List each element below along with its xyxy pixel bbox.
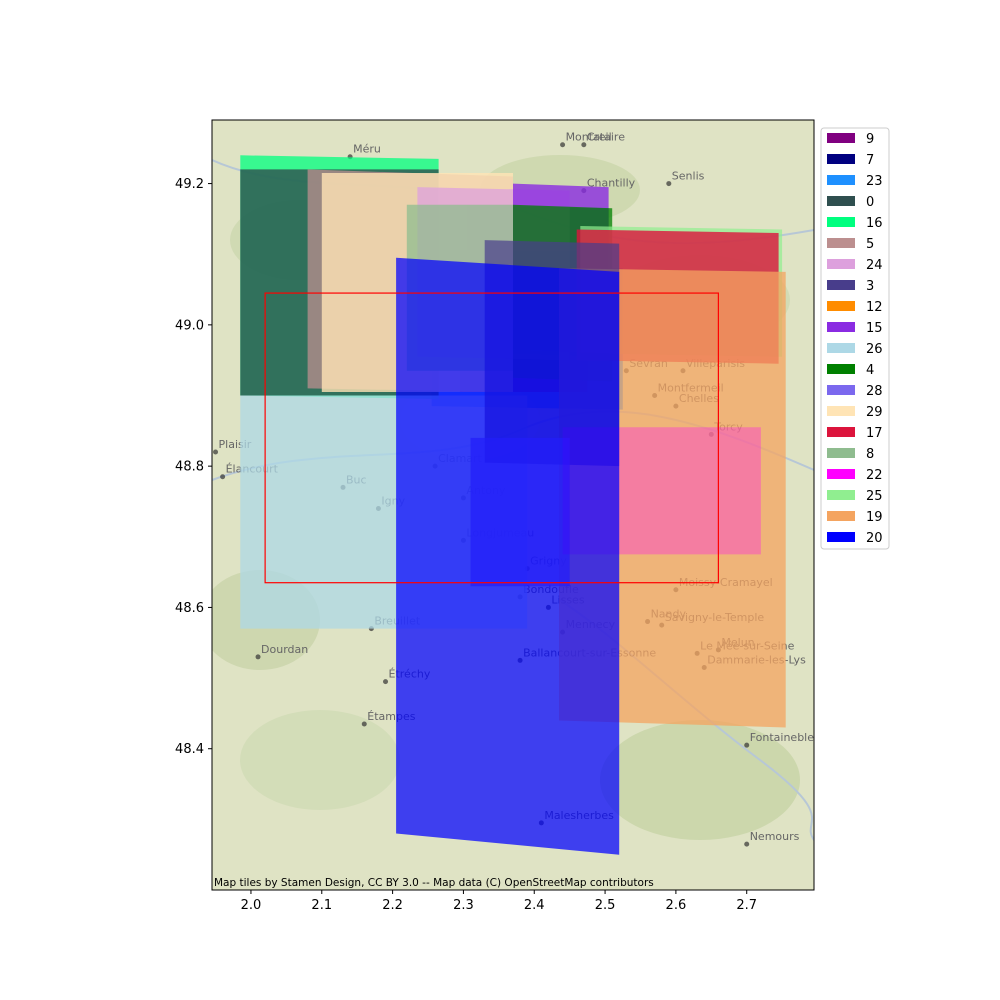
- bbox-outline: [264, 292, 719, 584]
- x-tick-label-2-6: 2.6: [666, 898, 687, 913]
- legend-label-3: 3: [866, 279, 874, 294]
- place-dot-tr-chy: [383, 679, 389, 685]
- place-label-senlis: Senlis: [672, 170, 705, 183]
- place-dot-creil: [581, 142, 587, 148]
- place-label-montataire: Montataire: [566, 131, 626, 144]
- plot-frame: [211, 119, 815, 891]
- legend-swatch-22: [827, 469, 855, 479]
- x-tick-label-2-2: 2.2: [382, 898, 403, 913]
- legend-swatch-4: [827, 364, 855, 374]
- legend-swatch-23: [827, 175, 855, 185]
- legend-swatch-0: [827, 196, 855, 206]
- legend-swatch-3: [827, 280, 855, 290]
- legend-swatch-28: [827, 385, 855, 395]
- legend-label-26: 26: [866, 342, 883, 357]
- place-dot-veneux-les-sablons: [815, 760, 820, 765]
- place-label-dourdan: Dourdan: [261, 643, 308, 656]
- legend-swatch-25: [827, 490, 855, 500]
- legend-label-19: 19: [866, 510, 883, 525]
- x-tick-label-2-5: 2.5: [595, 898, 616, 913]
- legend-swatch-17: [827, 427, 855, 437]
- place-dot-senlis: [666, 181, 672, 187]
- legend-swatch-5: [827, 238, 855, 248]
- y-tick-label-49-2: 49.2: [175, 177, 204, 192]
- legend-label-7: 7: [866, 153, 874, 168]
- legend-swatch-19: [827, 511, 855, 521]
- legend-label-12: 12: [866, 300, 883, 315]
- legend-label-24: 24: [866, 258, 883, 273]
- legend-swatch-9: [827, 133, 855, 143]
- legend-swatch-12: [827, 301, 855, 311]
- footprint-layer: [240, 155, 786, 855]
- legend-label-15: 15: [866, 321, 883, 336]
- legend-swatch-7: [827, 154, 855, 164]
- y-tick-label-48-8: 48.8: [175, 460, 204, 475]
- y-tick-label-48-6: 48.6: [175, 601, 204, 616]
- legend-label-9: 9: [866, 132, 874, 147]
- legend-swatch-16: [827, 217, 855, 227]
- legend-label-4: 4: [866, 363, 874, 378]
- place-dot-lancourt: [220, 474, 226, 480]
- legend-swatch-8: [827, 448, 855, 458]
- place-dot-dourdan: [255, 654, 261, 660]
- legend-swatch-29: [827, 406, 855, 416]
- place-dot-tampes: [361, 721, 367, 727]
- legend-swatch-15: [827, 322, 855, 332]
- place-label-fontainebleau: Fontainebleau: [750, 731, 828, 744]
- x-tick-label-2-1: 2.1: [311, 898, 332, 913]
- x-tick-label-2-4: 2.4: [524, 898, 545, 913]
- place-label-creil: Creil: [587, 131, 612, 144]
- place-label-m-ru: Méru: [353, 143, 381, 156]
- y-tick-label-49-0: 49.0: [175, 318, 204, 333]
- place-dot-montataire: [560, 142, 566, 148]
- legend-label-5: 5: [866, 237, 874, 252]
- legend-swatch-26: [827, 343, 855, 353]
- place-label-nemours: Nemours: [750, 830, 800, 843]
- legend-label-22: 22: [866, 468, 883, 483]
- footprint-20: [396, 257, 620, 855]
- legend-label-0: 0: [866, 195, 874, 210]
- legend-label-17: 17: [866, 426, 883, 441]
- legend-label-25: 25: [866, 489, 883, 504]
- y-tick-label-48-4: 48.4: [175, 742, 204, 757]
- place-dot-fontainebleau: [744, 742, 750, 748]
- x-tick-label-2-3: 2.3: [453, 898, 474, 913]
- legend-label-16: 16: [866, 216, 883, 231]
- legend-label-20: 20: [866, 531, 883, 546]
- place-dot-nemours: [744, 841, 750, 847]
- attribution-text: Map tiles by Stamen Design, CC BY 3.0 --…: [214, 877, 654, 889]
- x-tick-label-2-7: 2.7: [736, 898, 757, 913]
- legend-label-8: 8: [866, 447, 874, 462]
- legend-swatch-20: [827, 532, 855, 542]
- legend-label-28: 28: [866, 384, 883, 399]
- legend-label-23: 23: [866, 174, 883, 189]
- x-tick-label-2-0: 2.0: [241, 898, 262, 913]
- place-dot-plaisir: [213, 449, 219, 455]
- legend-label-29: 29: [866, 405, 883, 420]
- y-axis: 48.4 48.6 48.8 49.0 49.2: [175, 177, 212, 757]
- legend-swatch-24: [827, 259, 855, 269]
- x-axis: 2.0 2.1 2.2 2.3 2.4 2.5 2.6 2.7: [241, 890, 757, 913]
- place-label-chantilly: Chantilly: [587, 177, 636, 190]
- place-label-veneux-les-sablons: Veneux-les-Sablons: [821, 749, 929, 762]
- legend: 9 7 23 0 16 5 24 3 12 15 26 4 28 29 17 8 22 25 19 20: [820, 127, 890, 550]
